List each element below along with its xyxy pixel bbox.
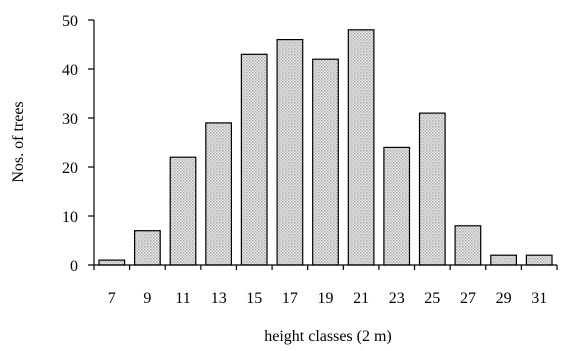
axes-group [88,19,558,270]
bar-17 [276,38,304,266]
bar-7 [98,259,126,266]
bar-23 [383,146,411,266]
x-tick-label: 31 [531,290,547,307]
x-axis-label: height classes (2 m) [264,328,392,345]
x-tick-label: 11 [175,290,190,307]
y-axis-label: Nos. of trees [10,101,27,182]
bar-31 [525,254,553,266]
x-tick-label: 13 [211,290,227,307]
x-tick-label: 29 [496,290,512,307]
bar-11 [169,156,197,266]
y-tick-label: 0 [70,258,78,275]
bar-13 [205,122,233,266]
bar-21 [347,29,375,266]
bar-29 [490,254,517,266]
y-tick-label: 50 [62,13,78,30]
y-tick-label: 20 [62,160,78,177]
x-tick-label: 7 [108,290,116,307]
x-tick-label: 23 [389,290,405,307]
y-tick-label: 40 [62,62,78,79]
x-tick-label: 9 [143,290,151,307]
y-tick-label: 30 [62,111,78,128]
bar-19 [312,58,339,266]
x-tick-label: 21 [353,290,369,307]
x-tick-label: 27 [460,290,476,307]
x-tick-label: 15 [246,290,262,307]
x-tick-label: 19 [318,290,334,307]
bar-27 [454,225,482,266]
x-tick-label: 17 [282,290,298,307]
bar-25 [418,112,446,266]
y-tick-label: 10 [62,209,78,226]
bar-9 [134,230,161,266]
x-tick-label: 25 [424,290,440,307]
ticks-group: 7 9 11 13 15 17 19 21 23 25 27 29 31 0 10 20 30 40 50 [62,13,547,307]
bars-group [98,29,553,266]
bar-15 [240,53,268,266]
